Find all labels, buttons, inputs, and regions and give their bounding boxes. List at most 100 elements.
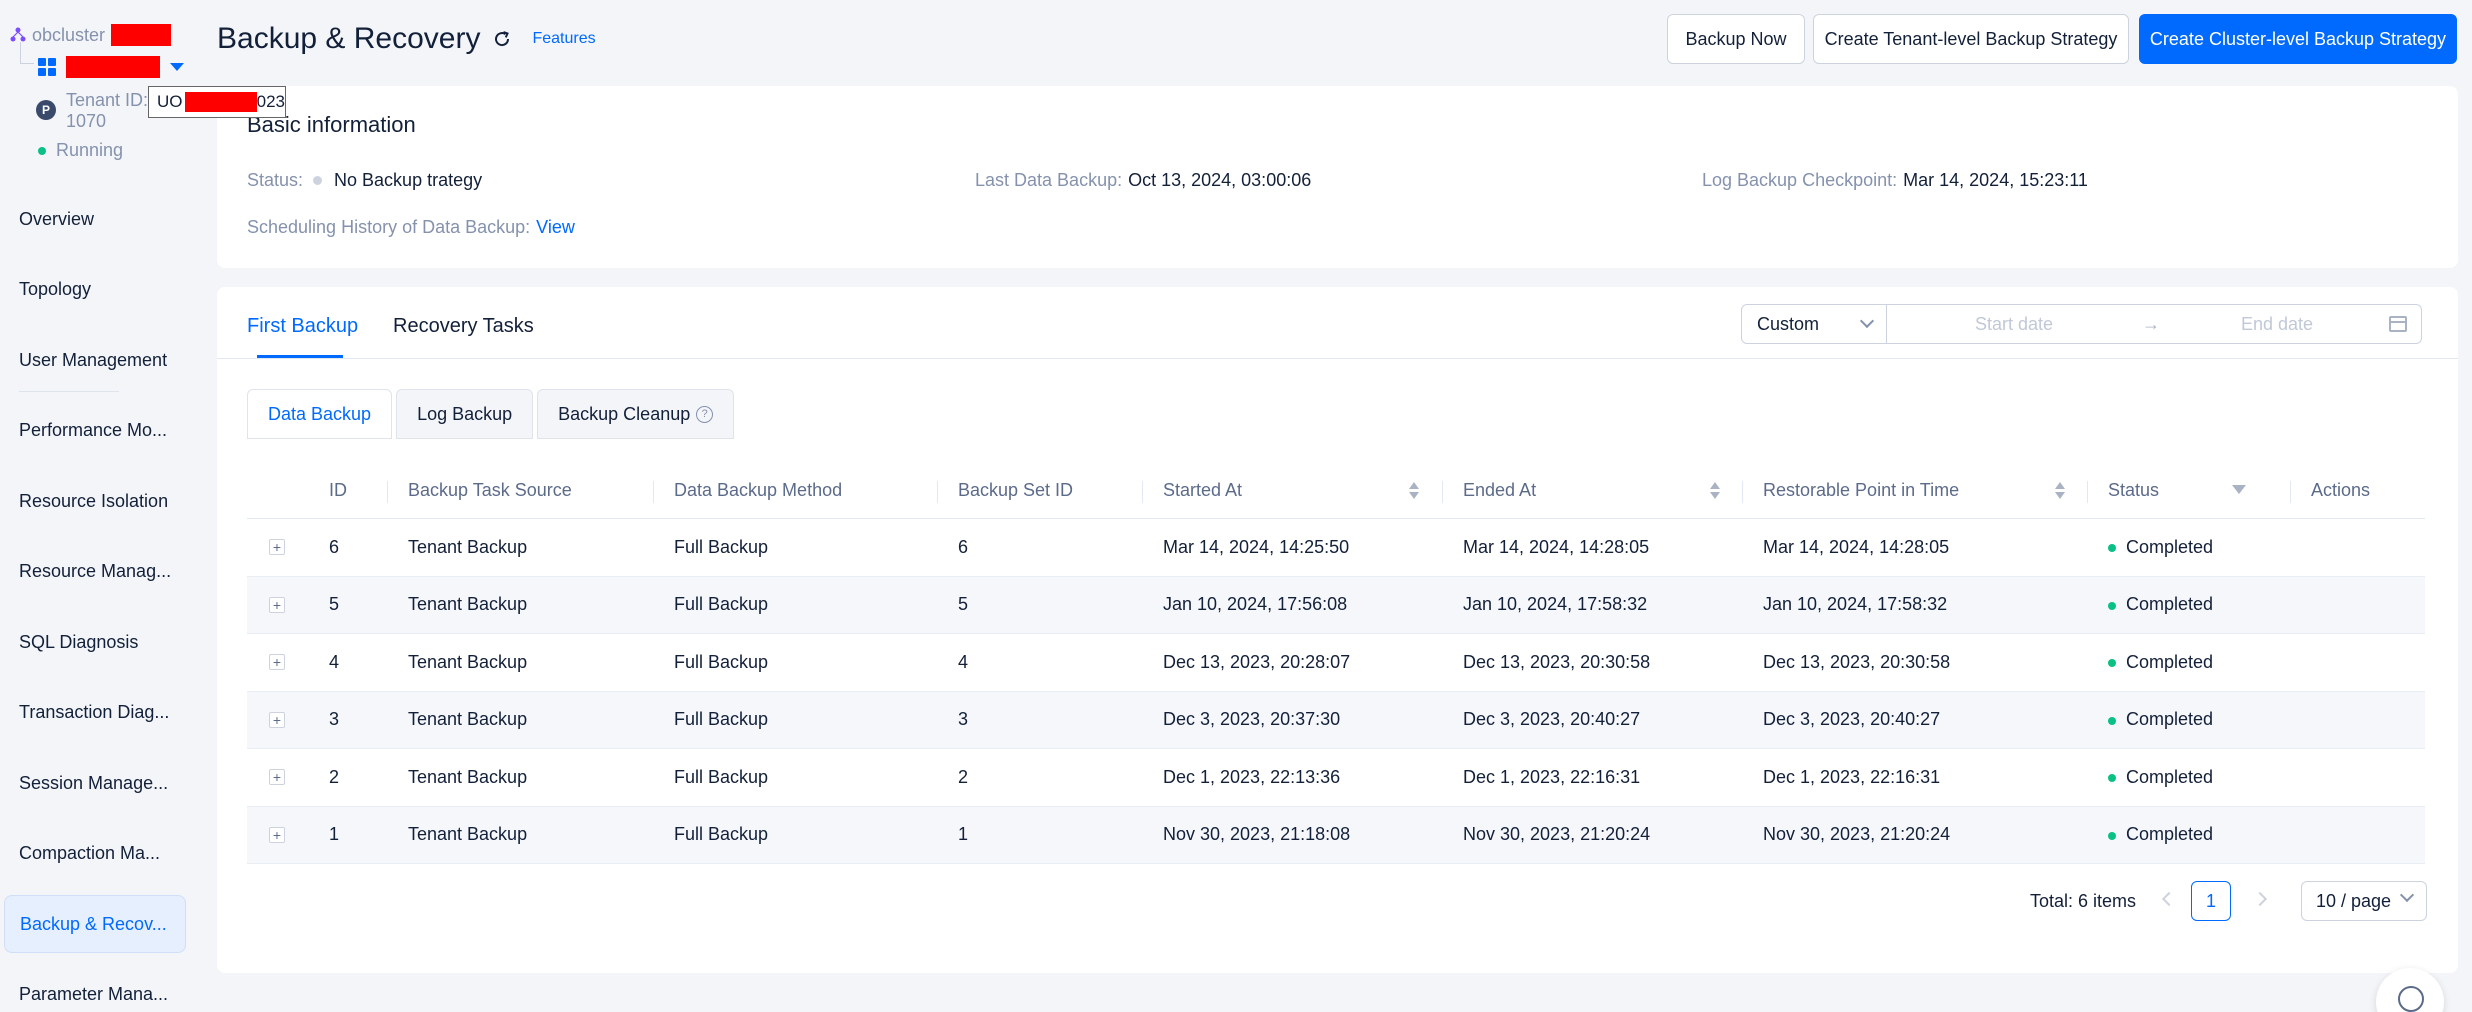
status-label: Status: xyxy=(247,170,304,190)
history-label: Scheduling History of Data Backup: xyxy=(247,217,531,237)
chevron-down-icon xyxy=(1859,313,1875,329)
history-clock-button[interactable] xyxy=(2376,968,2444,1012)
sidebar-item-transaction-diagnosis[interactable]: Transaction Diag... xyxy=(19,702,170,723)
tab-log-backup-label: Log Backup xyxy=(417,403,513,424)
cell-started: Dec 13, 2023, 20:28:07 xyxy=(1163,651,1351,672)
sort-icon[interactable] xyxy=(1710,482,1720,500)
sidebar-item-performance-monitoring[interactable]: Performance Mo... xyxy=(19,420,168,441)
table-row: + 2 Tenant Backup Full Backup 2 Dec 1, 2… xyxy=(247,749,2425,807)
help-icon[interactable]: ? xyxy=(696,405,714,423)
tab-first-backup[interactable]: First Backup xyxy=(247,315,359,337)
page-title: Backup & Recovery xyxy=(217,22,481,55)
column-separator xyxy=(1742,481,1743,503)
sidebar-item-resource-management[interactable]: Resource Manag... xyxy=(19,561,172,582)
expand-row-icon[interactable]: + xyxy=(269,654,285,671)
status-dot xyxy=(313,176,323,185)
sidebar-item-resource-isolation[interactable]: Resource Isolation xyxy=(19,490,169,511)
backup-now-button[interactable]: Backup Now xyxy=(1667,14,1805,64)
column-separator xyxy=(2087,481,2088,503)
expand-row-icon[interactable]: + xyxy=(269,596,285,613)
sidebar-item-sql-diagnosis[interactable]: SQL Diagnosis xyxy=(19,631,139,652)
col-restorable-point[interactable]: Restorable Point in Time xyxy=(1763,480,1960,500)
start-date-input[interactable]: Start date xyxy=(1975,313,2054,334)
status-text: Completed xyxy=(2126,824,2214,845)
backup-type-tabs: Data Backup Log Backup Backup Cleanup ? xyxy=(247,389,738,439)
redacted-tenant-name xyxy=(66,56,160,78)
create-tenant-strategy-button[interactable]: Create Tenant-level Backup Strategy xyxy=(1813,14,2129,64)
cell-method: Full Backup xyxy=(674,709,769,730)
last-backup-value: Oct 13, 2024, 03:00:06 xyxy=(1128,170,1312,190)
sidebar-item-user-management[interactable]: User Management xyxy=(19,349,168,370)
sidebar-item-compaction-management[interactable]: Compaction Ma... xyxy=(19,843,161,864)
cell-status: Completed xyxy=(2108,767,2213,788)
cell-started: Nov 30, 2023, 21:18:08 xyxy=(1163,824,1351,845)
tenant-badge: P xyxy=(36,100,56,120)
calendar-icon[interactable] xyxy=(2389,316,2407,332)
col-ended-at[interactable]: Ended At xyxy=(1463,480,1537,500)
filter-icon[interactable] xyxy=(2232,485,2246,494)
expand-row-icon[interactable]: + xyxy=(269,711,285,728)
cell-set-id: 2 xyxy=(958,766,969,787)
cell-restorable: Dec 1, 2023, 22:16:31 xyxy=(1763,766,1941,787)
time-range-select[interactable]: Custom xyxy=(1741,304,1887,344)
log-backup-checkpoint: Log Backup Checkpoint: Mar 14, 2024, 15:… xyxy=(1702,170,2088,191)
cell-restorable: Mar 14, 2024, 14:28:05 xyxy=(1763,536,1950,557)
sidebar-item-backup-recovery[interactable]: Backup & Recov... xyxy=(4,895,186,953)
tab-log-backup[interactable]: Log Backup xyxy=(396,389,534,439)
page-button-current[interactable]: 1 xyxy=(2191,881,2231,921)
date-range-picker[interactable]: Start date → End date xyxy=(1886,304,2422,344)
table-row: + 4 Tenant Backup Full Backup 4 Dec 13, … xyxy=(247,634,2425,692)
page-size-value: 10 / page xyxy=(2316,890,2392,911)
cell-ended: Jan 10, 2024, 17:58:32 xyxy=(1463,594,1648,615)
cell-ended: Dec 1, 2023, 22:16:31 xyxy=(1463,766,1641,787)
basic-information-card: Basic information Status: No Backup trat… xyxy=(217,86,2458,268)
checkpoint-label: Log Backup Checkpoint: xyxy=(1702,170,1898,190)
expand-row-icon[interactable]: + xyxy=(269,769,285,786)
prev-page-icon[interactable] xyxy=(2161,891,2177,907)
cell-set-id: 5 xyxy=(958,594,969,615)
sort-icon[interactable] xyxy=(2055,482,2065,500)
tenant-selector[interactable] xyxy=(38,56,184,78)
col-backup-task-source: Backup Task Source xyxy=(408,480,572,500)
sort-icon[interactable] xyxy=(1409,482,1419,500)
chevron-down-icon xyxy=(2399,887,2415,903)
column-separator xyxy=(653,481,654,503)
sidebar-item-parameter-management[interactable]: Parameter Mana... xyxy=(19,983,169,1004)
status-dot xyxy=(38,146,46,155)
features-link[interactable]: Features xyxy=(532,30,596,47)
expand-row-icon[interactable]: + xyxy=(269,826,285,843)
chevron-down-icon[interactable] xyxy=(170,63,184,71)
end-date-input[interactable]: End date xyxy=(2241,313,2314,334)
sidebar: obcluster P Tenant ID: 1070 UO 023 Runni… xyxy=(0,0,286,1012)
column-separator xyxy=(387,481,388,503)
tab-data-backup[interactable]: Data Backup xyxy=(247,389,393,439)
next-page-icon[interactable] xyxy=(2252,891,2268,907)
sidebar-item-session-management[interactable]: Session Manage... xyxy=(19,772,169,793)
refresh-icon[interactable] xyxy=(492,29,512,49)
page-size-select[interactable]: 10 / page xyxy=(2301,881,2427,921)
tab-recovery-tasks[interactable]: Recovery Tasks xyxy=(393,315,534,337)
tenant-id-tooltip: UO 023 xyxy=(148,86,286,118)
tooltip-prefix: UO xyxy=(157,92,183,111)
cell-source: Tenant Backup xyxy=(408,766,528,787)
cluster-selector[interactable]: obcluster xyxy=(10,24,172,46)
col-started-at[interactable]: Started At xyxy=(1163,480,1243,500)
expand-row-icon[interactable]: + xyxy=(269,539,285,556)
cluster-icon xyxy=(10,27,26,42)
view-history-link[interactable]: View xyxy=(536,217,575,237)
tooltip-suffix: 023 xyxy=(256,92,285,111)
status-text: Completed xyxy=(2126,766,2214,787)
sidebar-item-overview[interactable]: Overview xyxy=(19,208,95,229)
tenant-status: Running xyxy=(36,140,123,161)
cell-restorable: Dec 3, 2023, 20:40:27 xyxy=(1763,709,1941,730)
cell-ended: Nov 30, 2023, 21:20:24 xyxy=(1463,824,1651,845)
cell-started: Jan 10, 2024, 17:56:08 xyxy=(1163,594,1348,615)
cell-ended: Dec 13, 2023, 20:30:58 xyxy=(1463,651,1651,672)
sidebar-item-topology[interactable]: Topology xyxy=(19,279,92,300)
col-actions: Actions xyxy=(2311,480,2371,500)
tenant-id-label: Tenant ID: xyxy=(66,90,149,110)
tab-backup-cleanup[interactable]: Backup Cleanup ? xyxy=(537,389,735,439)
table-row: + 5 Tenant Backup Full Backup 5 Jan 10, … xyxy=(247,576,2425,634)
create-cluster-strategy-button[interactable]: Create Cluster-level Backup Strategy xyxy=(2139,14,2457,64)
data-backup-table: ID Backup Task Source Data Backup Method… xyxy=(247,463,2425,864)
